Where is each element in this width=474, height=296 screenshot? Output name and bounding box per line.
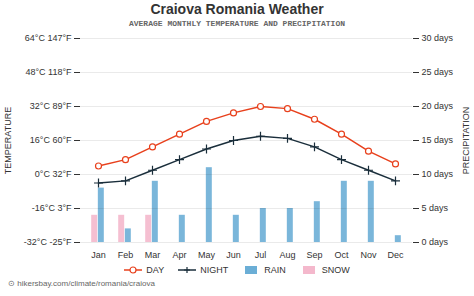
svg-text:64°C 147°F: 64°C 147°F (25, 33, 72, 43)
svg-text:TEMPERATURE: TEMPERATURE (3, 107, 13, 174)
svg-text:Jan: Jan (91, 250, 106, 260)
svg-text:Apr: Apr (172, 250, 186, 260)
svg-text:Aug: Aug (279, 250, 295, 260)
svg-text:Jun: Jun (226, 250, 241, 260)
svg-text:Dec: Dec (387, 250, 404, 260)
html-text:SNOW: SNOW (321, 265, 350, 275)
svg-text:20 days: 20 days (422, 101, 454, 111)
html-text:AVERAGE MONTHLY TEMPERATURE AN: AVERAGE MONTHLY TEMPERATURE AND PRECIPIT… (129, 19, 345, 28)
svg-text:10 days: 10 days (422, 169, 454, 179)
svg-text:30 days: 30 days (422, 33, 454, 43)
svg-text:Oct: Oct (334, 250, 349, 260)
svg-text:48°C 118°F: 48°C 118°F (25, 67, 72, 77)
svg-text:32°C 89°F: 32°C 89°F (30, 101, 72, 111)
svg-text:0°C 32°F: 0°C 32°F (35, 169, 72, 179)
svg-text:-16°C 3°F: -16°C 3°F (32, 203, 72, 213)
html-text:RAIN: RAIN (264, 265, 286, 275)
html-text:NIGHT: NIGHT (200, 265, 229, 275)
svg-text:15 days: 15 days (422, 135, 454, 145)
html-text:⊙ hikersbay.com/climate/romani: ⊙ hikersbay.com/climate/romania/craiova (8, 279, 155, 288)
svg-text:Nov: Nov (360, 250, 377, 260)
svg-text:5 days: 5 days (422, 203, 449, 213)
html-text:DAY: DAY (146, 265, 165, 275)
svg-text:-32°C -25°F: -32°C -25°F (24, 237, 72, 247)
svg-text:May: May (198, 250, 216, 260)
svg-text:Sep: Sep (306, 250, 322, 260)
svg-text:0 days: 0 days (422, 237, 449, 247)
svg-text:PRECIPITATION: PRECIPITATION (461, 107, 471, 175)
svg-text:Jul: Jul (255, 250, 267, 260)
html-text:Craiova Romania Weather: Craiova Romania Weather (150, 1, 324, 17)
svg-text:16°C 60°F: 16°C 60°F (30, 135, 72, 145)
svg-text:25 days: 25 days (422, 67, 454, 77)
svg-text:Mar: Mar (145, 250, 161, 260)
svg-text:Feb: Feb (118, 250, 134, 260)
